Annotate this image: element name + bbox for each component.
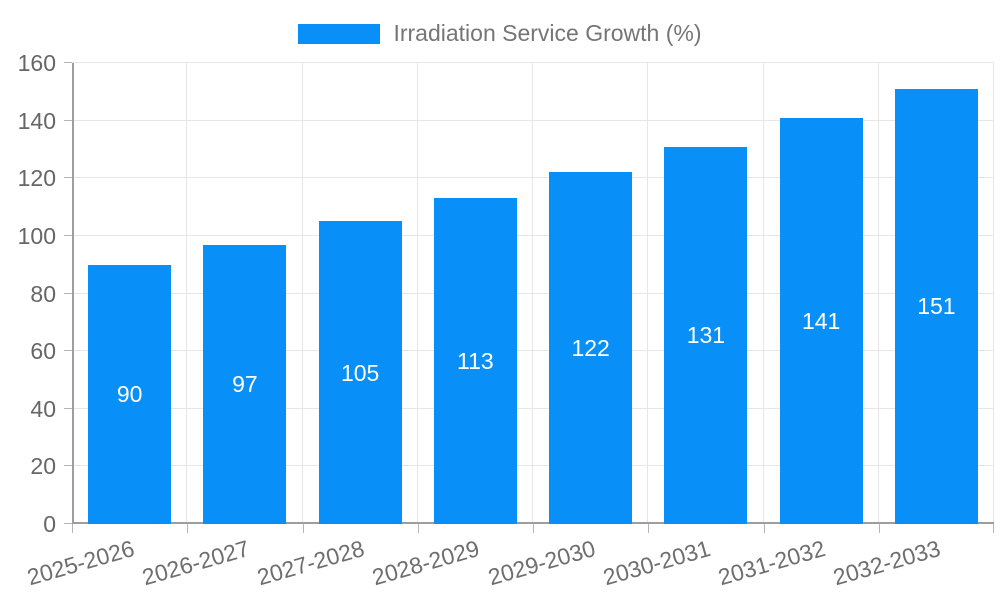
gridline-vertical [993, 63, 994, 524]
x-axis-tick [302, 524, 304, 533]
x-axis-tick [72, 524, 73, 533]
y-axis-tick-label: 80 [30, 280, 56, 307]
y-axis-tick-label: 60 [30, 338, 56, 365]
bar-2029-2030[interactable] [549, 172, 633, 524]
gridline-horizontal [72, 350, 994, 352]
y-axis-tick [64, 350, 72, 352]
y-axis-tick-label: 100 [17, 222, 56, 249]
gridline-horizontal [72, 465, 994, 467]
y-axis-tick [64, 119, 72, 121]
gridline-vertical [762, 63, 764, 524]
x-axis-category-label: 2031-2032 [715, 535, 829, 591]
bar-2028-2029[interactable] [433, 198, 517, 524]
gridline-horizontal [72, 234, 994, 236]
bar-2026-2027[interactable] [203, 244, 287, 524]
x-axis-category-label: 2029-2030 [484, 535, 598, 591]
gridline-horizontal [72, 407, 994, 409]
gridline-vertical [301, 63, 303, 524]
gridline-vertical [416, 63, 418, 524]
y-axis-tick [64, 465, 72, 467]
gridline-vertical [532, 63, 533, 524]
x-axis-category-label: 2026-2027 [139, 535, 253, 591]
gridline-vertical [877, 63, 879, 524]
bar-2030-2031[interactable] [664, 146, 748, 524]
y-axis-tick-label: 20 [30, 453, 56, 480]
y-axis-tick [64, 177, 72, 179]
x-axis-category-label: 2028-2029 [369, 535, 483, 591]
x-axis-tick [533, 524, 534, 533]
bar-2031-2032[interactable] [779, 117, 863, 524]
x-axis-category-label: 2032-2033 [830, 535, 944, 591]
legend-swatch-icon [298, 23, 381, 44]
y-axis-line [72, 63, 74, 524]
x-axis-tick [187, 524, 189, 533]
gridline-horizontal [72, 292, 994, 294]
plot-area: 90 97 105 113 122 131 141 151 [64, 62, 994, 533]
x-axis-line [72, 522, 994, 524]
gridline-horizontal [72, 177, 994, 179]
x-axis-tick [993, 524, 994, 533]
gridline-vertical [186, 63, 188, 524]
gridline-horizontal [72, 62, 994, 63]
y-axis-tick [64, 62, 72, 63]
x-axis-category-label: 2027-2028 [254, 535, 368, 591]
x-axis-category-label: 2025-2026 [23, 535, 137, 591]
y-axis-tick-label: 160 [17, 50, 56, 76]
x-axis-tick [763, 524, 765, 533]
x-axis-tick [648, 524, 650, 533]
y-axis-tick-label: 140 [17, 107, 56, 134]
bar-2027-2028[interactable] [318, 221, 402, 524]
y-axis-tick-label: 0 [43, 511, 56, 537]
legend-label: Irradiation Service Growth (%) [393, 20, 702, 46]
y-axis-tick-label: 120 [17, 165, 56, 192]
gridline-vertical [647, 63, 649, 524]
y-axis-tick-label: 40 [30, 395, 56, 422]
bar-2025-2026[interactable] [88, 264, 172, 524]
y-axis-tick [64, 292, 72, 294]
gridline-horizontal [72, 119, 994, 121]
y-axis-tick [64, 523, 72, 524]
legend[interactable]: Irradiation Service Growth (%) [0, 20, 1000, 47]
x-axis-category-label: 2030-2031 [600, 535, 714, 591]
y-axis-tick [64, 234, 72, 236]
bar-2032-2033[interactable] [894, 88, 978, 524]
y-axis-tick [64, 407, 72, 409]
x-axis-tick [878, 524, 880, 533]
x-axis-tick [417, 524, 419, 533]
